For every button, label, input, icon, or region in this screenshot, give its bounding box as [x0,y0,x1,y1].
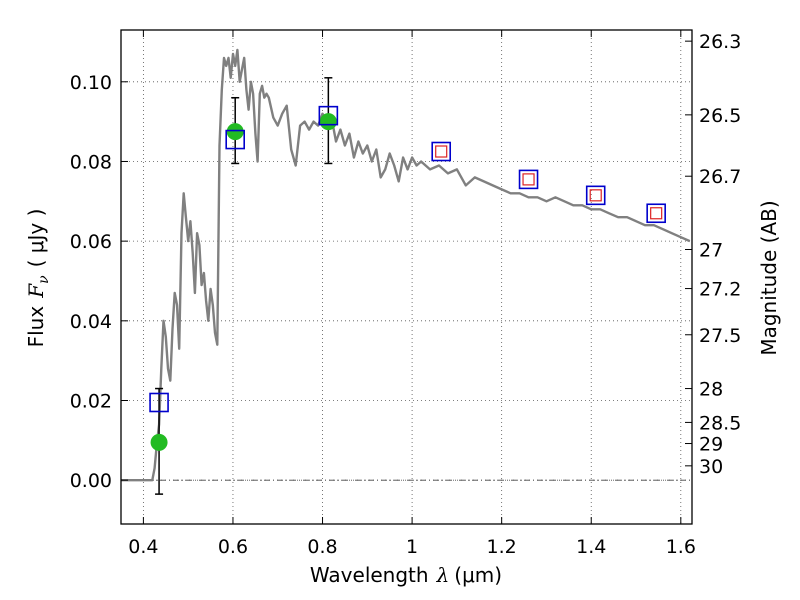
observed-point-1 [226,123,244,141]
mag-tick-label-4: 27.2 [699,279,741,301]
mag-tick-label-1: 26.5 [699,105,741,127]
mag-tick-label-5: 27.5 [699,325,741,347]
model-square-1 [225,129,245,150]
mag-tick-label-9: 30 [699,456,723,478]
model-squares [149,105,666,413]
spectrum-series [121,48,691,482]
x-tick-label-1: 0.6 [218,536,248,558]
x-tick-label-4: 1.2 [487,536,517,558]
plot-frame [120,29,693,525]
model-square-4 [518,169,539,190]
y-tick-label-5: 0.10 [70,72,112,94]
mag-tick-label-2: 26.7 [699,166,741,188]
y-tick-label-0: 0.00 [70,470,112,492]
model-square-2 [318,105,339,126]
model-square-0 [149,392,169,413]
observed-point-0 [150,433,168,451]
spectrum-line [121,48,691,482]
y2-axis-label: Magnitude (AB) [757,200,781,355]
model-square-3 [431,141,452,162]
y-tick-label-3: 0.06 [70,231,112,253]
model-square-6 [646,203,666,224]
x-axis-label-text: Wavelength [310,563,429,587]
y-axis-label-unit: ( μJy ) [24,209,48,268]
model-square-inner-1 [522,173,535,186]
x-axis-label-unit: (μm) [454,563,502,587]
model-square-5 [585,185,606,206]
y-tick-label-2: 0.04 [70,311,112,333]
mag-tick-label-8: 29 [699,434,723,456]
x-axis: 0.4 0.6 0.8 1 1.2 1.4 1.6 [128,30,696,558]
x-tick-label-2: 0.8 [307,536,337,558]
x-tick-label-5: 1.4 [576,536,606,558]
model-square-inner-3 [650,207,663,220]
observed-points [150,113,337,451]
mag-tick-label-0: 26.3 [699,31,741,53]
x-tick-label-0: 0.4 [128,536,158,558]
y-axis-label: Flux Fν ( μJy ) [24,209,52,348]
x-tick-label-6: 1.6 [666,536,696,558]
y-tick-label-4: 0.08 [70,151,112,173]
model-square-inner-2 [589,189,602,202]
y-axis-label-symbol: F [24,283,48,299]
observed-point-2 [319,113,337,131]
y-axis-left: 0.00 0.02 0.04 0.06 0.08 0.10 [70,72,128,492]
mag-tick-label-7: 28.5 [699,412,741,434]
x-axis-label-symbol: λ [436,563,450,587]
y-axis-label-text: Flux [24,306,48,348]
model-square-inner-0 [435,145,448,158]
mag-tick-label-3: 27 [699,240,723,262]
x-tick-label-3: 1 [406,536,418,558]
x-axis-label: Wavelength λ (μm) [310,563,502,587]
y-tick-label-1: 0.02 [70,391,112,413]
mag-tick-label-6: 28 [699,379,723,401]
y-axis-label-subscript: ν [36,275,52,284]
